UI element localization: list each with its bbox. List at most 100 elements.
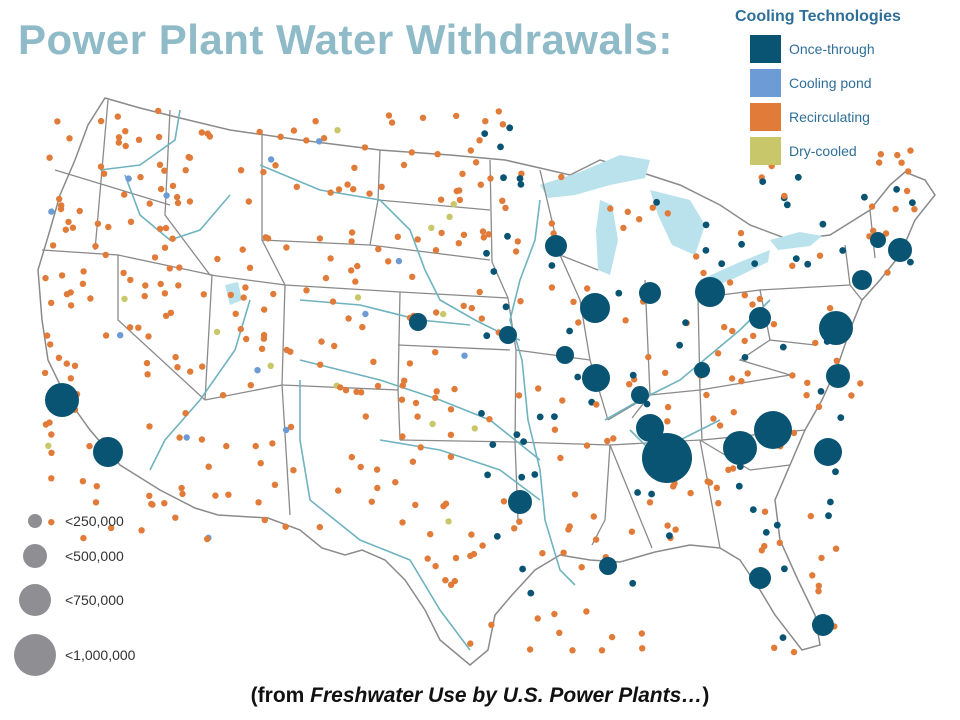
recirculating-plant [664,210,671,217]
recirculating-plant [198,129,205,136]
recirculating-plant [318,338,325,345]
recirculating-plant [809,572,816,579]
recirculating-plant [512,248,520,255]
once-through-plant-large [580,293,610,323]
recirculating-plant [237,167,245,174]
recirculating-plant [255,499,262,506]
legend-label: Recirculating [789,109,870,125]
recirculating-plant [92,243,99,250]
recirculating-plant [322,274,330,282]
recirculating-plant [107,524,115,532]
recirculating-plant [102,251,109,259]
recirculating-plant [358,389,365,396]
once-through-plant [794,173,802,181]
once-through-plant-large [93,437,123,467]
recirculating-plant [79,280,87,287]
recirculating-plant [565,526,572,533]
recirculating-plant [804,379,811,386]
recirculating-plant [447,431,455,438]
recirculating-plant [361,144,369,151]
once-through-plant [653,198,660,206]
recirculating-plant [46,154,53,161]
recirculating-plant [352,278,359,285]
recirculating-plant [260,335,268,342]
recirculating-plant [399,382,406,389]
size-circle-500k [23,544,47,568]
once-through-plant-large [639,282,661,304]
recirculating-plant [807,512,814,520]
lake-huron [650,190,705,255]
recirculating-plant [127,276,134,284]
recirculating-plant [628,528,636,535]
recirculating-plant [818,554,825,562]
recirculating-plant [54,118,61,125]
recirculating-plant [115,134,123,141]
recirculating-plant [815,588,822,595]
dry-cooled-plant [446,213,453,220]
once-through-plant [634,489,641,496]
recirculating-plant [43,332,51,339]
recirculating-plant [400,161,408,169]
recirculating-plant [664,522,671,529]
legend-item-once-through: Once-through [735,32,950,66]
recirculating-plant [186,154,194,161]
recirculating-plant [155,107,162,115]
recirculating-plant [749,301,756,308]
once-through-plant [762,529,770,536]
recirculating-plant [738,378,745,385]
recirculating-plant [607,205,614,212]
recirculating-plant [271,481,279,488]
power-plant-markers [41,107,918,656]
once-through-plant [519,565,526,573]
recirculating-plant [186,198,194,205]
recirculating-plant [741,292,748,299]
recirculating-plant [516,518,523,525]
recirculating-plant [388,119,396,126]
once-through-plant [502,303,510,311]
recirculating-plant [348,453,355,461]
recirculating-plant [432,394,439,401]
recirculating-plant [898,159,905,166]
once-through-plant [504,232,511,240]
once-through-plant [666,532,673,540]
size-label-1m: <1,000,000 [65,647,136,663]
once-through-plant-large [723,431,757,465]
recirculating-plant [832,545,840,552]
recirculating-plant [816,252,824,259]
recirculating-plant [135,136,143,143]
recirculating-plant [459,170,466,177]
recirculating-plant [526,646,534,653]
recirculating-plant [398,396,406,403]
once-through-plant [478,410,485,417]
once-through-plant [702,247,710,254]
recirculating-plant [173,193,181,201]
recirculating-plant [335,186,343,193]
recirculating-plant [148,500,155,508]
legend-label: Dry-cooled [789,143,857,159]
once-through-plant [751,260,759,267]
recirculating-plant [434,151,441,158]
recirculating-plant [290,127,298,134]
once-through-plant [615,289,623,297]
recirculating-plant [137,173,144,181]
recirculating-plant [237,325,244,333]
cooling-pond-plant [461,352,468,359]
recirculating-plant [227,291,234,299]
recirculating-plant [348,267,355,274]
once-through-plant-large [545,235,567,257]
recirculating-plant [399,519,406,526]
size-circle-750k [19,584,51,616]
map-title: Power Plant Water Withdrawals: [18,16,673,63]
recirculating-plant [610,435,617,442]
recirculating-plant [472,159,480,166]
source-caption: (from Freshwater Use by U.S. Power Plant… [0,684,960,708]
legend-item-dry-cooled: Dry-cooled [735,134,950,168]
dry-cooled-plant [428,224,435,231]
recirculating-plant [312,118,319,125]
once-through-plant [792,255,800,262]
recirculating-plant [406,360,414,367]
once-through-plant [513,431,521,438]
recirculating-plant [514,238,521,245]
recirculating-plant [252,442,259,450]
recirculating-plant [48,449,55,456]
